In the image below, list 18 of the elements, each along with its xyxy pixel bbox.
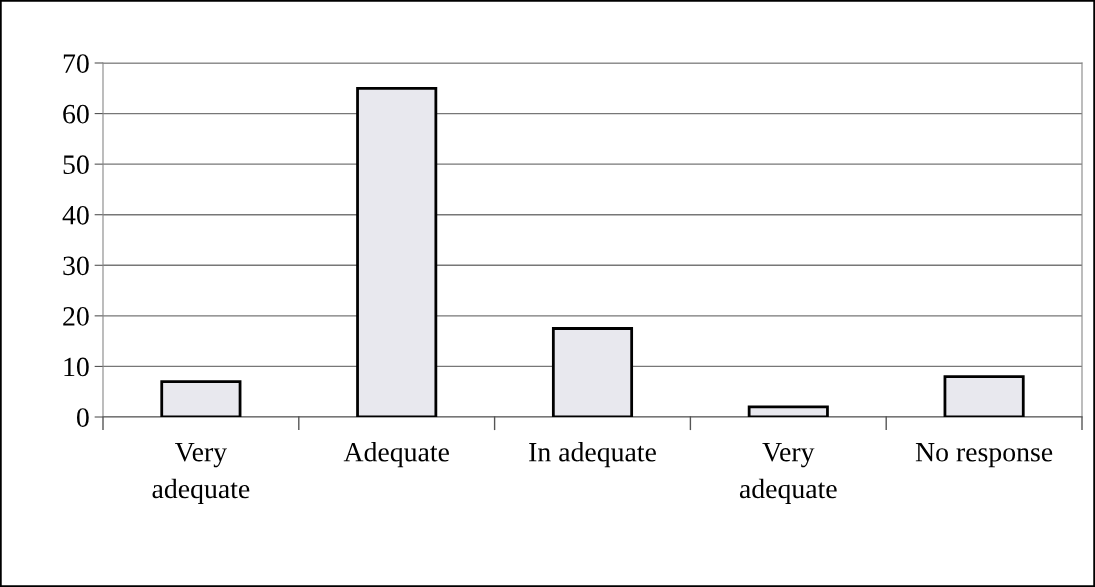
y-tick-label: 40 [62,205,89,225]
bar [943,375,1025,417]
x-tick-label: In adequate [529,442,656,468]
bar [160,380,242,417]
y-tick-label: 10 [64,357,89,377]
y-tick-label: 70 [63,54,89,73]
y-tick-label: 50 [63,155,89,175]
x-tick-label: Very adequate [152,443,250,504]
x-tick-label: No response [915,443,1053,468]
bar [356,86,438,417]
y-tick-label: 0 [76,408,89,427]
x-tick-label: Adequate [343,442,449,468]
y-tick-label: 30 [63,256,89,276]
x-tick-label: Very adequate [739,443,837,504]
y-tick-label: 20 [63,307,89,326]
y-tick-label: 60 [63,104,89,124]
bar [551,327,634,417]
bar [747,405,829,417]
